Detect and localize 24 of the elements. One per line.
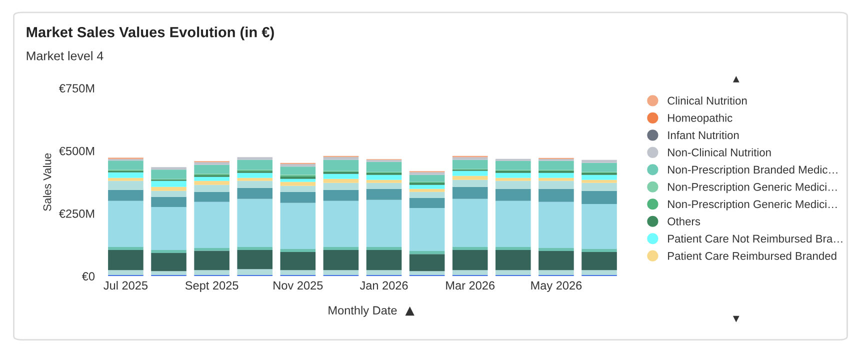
y-tick-label: €750M	[59, 84, 94, 93]
x-tick-label: Mar 2026	[446, 281, 495, 290]
x-tick-label: Sept 2025	[185, 281, 238, 292]
legend-label: Others	[668, 217, 700, 226]
legend-label: Homeopathic	[668, 114, 732, 124]
chart-title: Market Sales Values Evolution (in €)	[26, 26, 274, 40]
x-tick-label: Jul 2025	[104, 280, 148, 290]
legend-label: Non-Prescription Generic Medici…	[668, 182, 837, 194]
legend-label: Non-Prescription Branded Medic…	[668, 165, 838, 176]
chart-subtitle: Market level 4	[26, 51, 104, 60]
legend-label: Non-Prescription Generic Medici…	[668, 200, 837, 210]
legend-label: Patient Care Not Reimbursed Bra…	[668, 234, 842, 243]
legend-label: Patient Care Reimbursed Branded	[668, 252, 836, 260]
x-tick-label: May 2026	[531, 281, 582, 292]
legend-label: Clinical Nutrition	[668, 96, 747, 105]
x-tick-label: Nov 2025	[274, 281, 323, 290]
legend-label: Infant Nutrition	[668, 130, 739, 140]
x-axis-title: Monthly Date	[328, 306, 397, 317]
legend-label: Non-Clinical Nutrition	[668, 148, 771, 156]
y-tick-label: €0	[82, 272, 95, 281]
y-tick-label: €250M	[59, 209, 94, 218]
y-axis-title: Sales Value	[43, 153, 52, 211]
x-tick-label: Jan 2026	[360, 281, 408, 290]
y-tick-label: €500M	[59, 146, 94, 156]
